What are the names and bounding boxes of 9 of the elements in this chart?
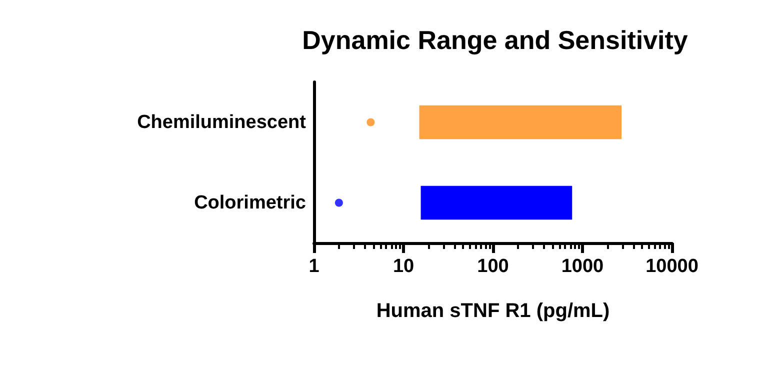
y-tick-label: Chemiluminescent bbox=[137, 112, 307, 133]
x-tick-label: 1000 bbox=[561, 256, 604, 277]
chart-title: Dynamic Range and Sensitivity bbox=[302, 25, 688, 55]
x-axis-title: Human sTNF R1 (pg/mL) bbox=[376, 300, 610, 322]
y-tick-label: Colorimetric bbox=[194, 192, 306, 214]
x-tick-label: 10 bbox=[392, 256, 414, 277]
x-tick-label: 100 bbox=[477, 256, 509, 277]
x-tick-label: 1 bbox=[308, 256, 320, 277]
x-tick-label: 10000 bbox=[646, 256, 698, 277]
